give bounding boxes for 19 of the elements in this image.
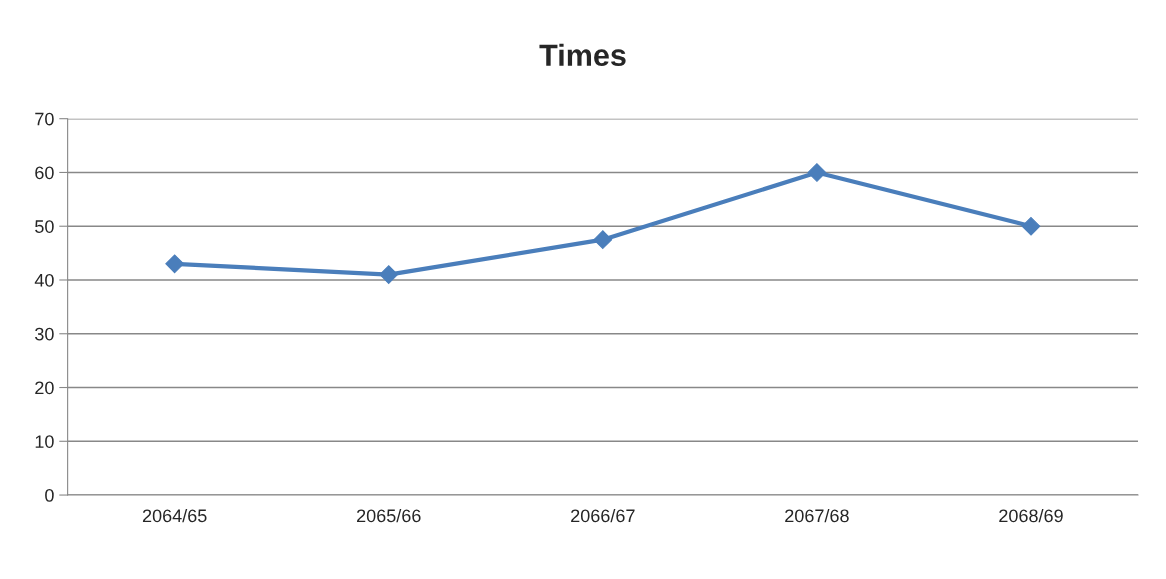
- y-tick-label: 10: [35, 435, 54, 448]
- x-tick-label: 2068/69: [999, 508, 1063, 523]
- point: [165, 254, 185, 274]
- y-tick-label: 70: [35, 112, 54, 126]
- y-tick-label: 60: [35, 166, 54, 180]
- x-tick-label: 2064/65: [142, 508, 207, 523]
- point: [1021, 216, 1041, 236]
- chart-title: Times: [539, 43, 626, 67]
- y-tick-label: 40: [34, 273, 54, 287]
- point: [379, 265, 399, 284]
- y-tick-label: 0: [45, 488, 54, 502]
- point: [807, 163, 827, 182]
- y-tick-label: 20: [35, 381, 54, 395]
- x-tick-label: 2066/67: [571, 508, 635, 523]
- point: [593, 230, 613, 250]
- y-tick-label: 30: [35, 327, 54, 341]
- y-tick-label: 50: [35, 220, 54, 233]
- x-tick-label: 2065/66: [357, 508, 421, 523]
- x-tick-label: 2067/68: [785, 508, 849, 523]
